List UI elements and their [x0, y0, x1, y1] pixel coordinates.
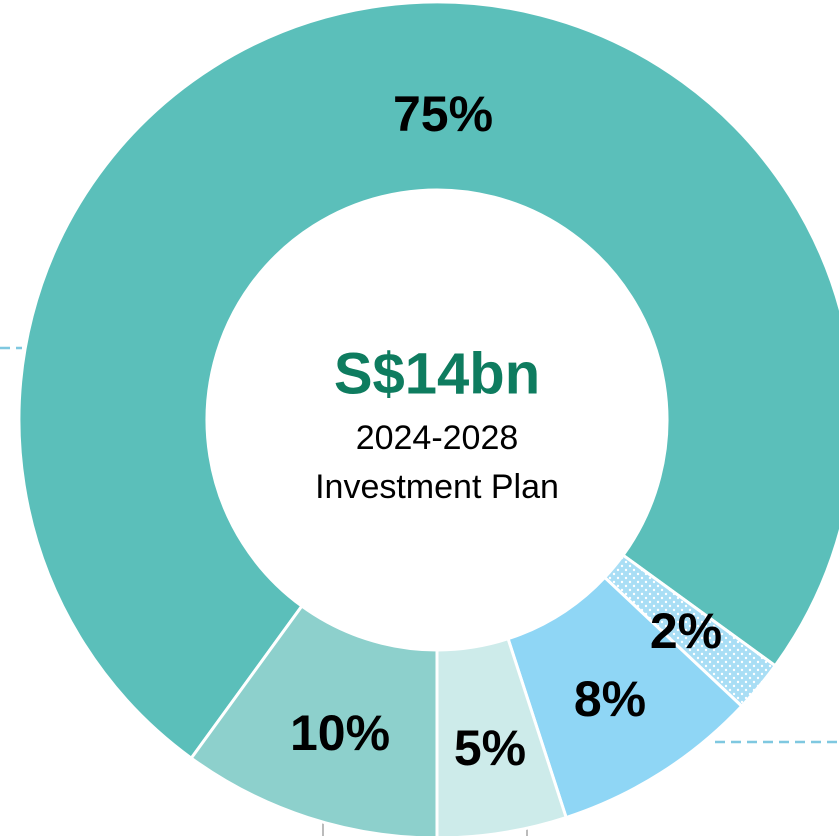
slice	[189, 603, 439, 836]
slice	[17, 0, 839, 761]
data-label: 2%	[650, 603, 722, 659]
donut	[17, 0, 839, 836]
center-title: S$14bn	[334, 341, 540, 406]
center-text: 2024-2028	[356, 419, 519, 457]
slice	[435, 636, 569, 836]
data-label: 10%	[290, 705, 390, 761]
data-label: 5%	[454, 720, 526, 776]
center-text: Investment Plan	[315, 468, 559, 506]
data-label: 75%	[393, 86, 493, 142]
data-label: 8%	[574, 671, 646, 727]
